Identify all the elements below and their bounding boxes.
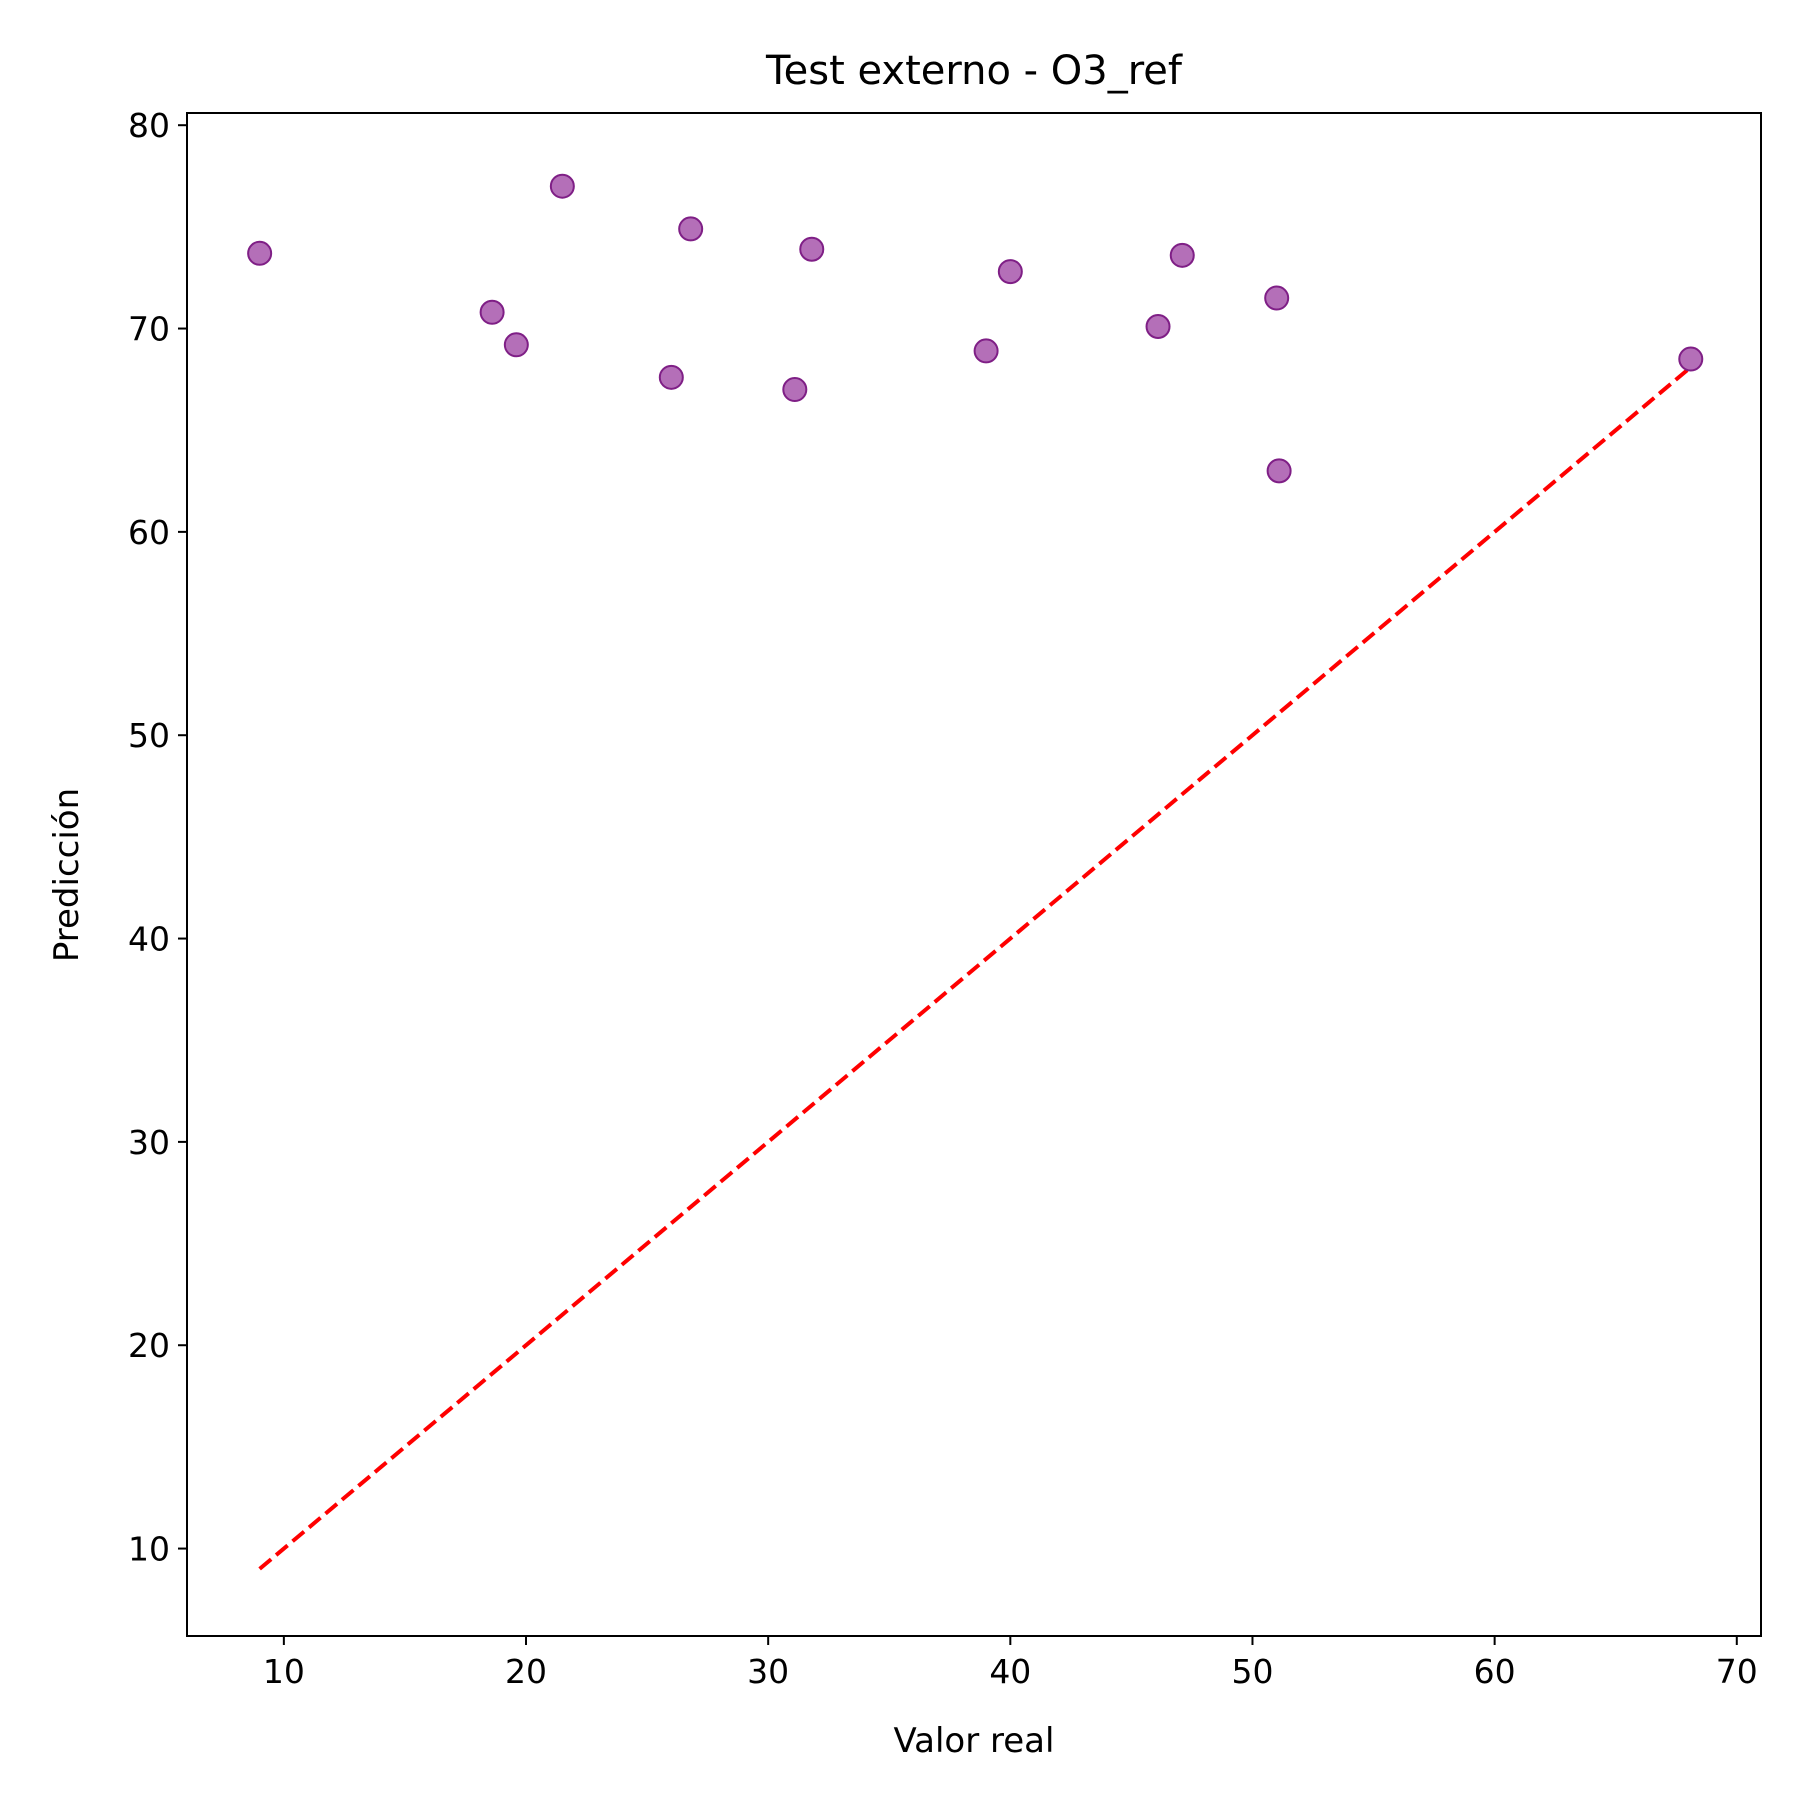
data-point bbox=[1678, 346, 1704, 372]
reference-line bbox=[258, 365, 1693, 1571]
plot-area: 10 20 30 40 50 60 70 10 20 30 40 50 60 70 80 bbox=[128, 106, 1762, 1691]
x-tick-label: 10 bbox=[263, 1652, 305, 1691]
axes-frame bbox=[186, 112, 1762, 1637]
y-tick-label: 70 bbox=[128, 310, 170, 349]
x-tick-label: 60 bbox=[1474, 1652, 1516, 1691]
y-tick-label: 50 bbox=[128, 716, 170, 755]
data-point bbox=[973, 338, 999, 364]
data-point bbox=[1266, 458, 1292, 484]
x-axis-label: Valor real bbox=[894, 1721, 1055, 1761]
x-tick-label: 40 bbox=[989, 1652, 1031, 1691]
y-tick-label: 80 bbox=[128, 106, 170, 145]
y-tick-label: 60 bbox=[128, 513, 170, 552]
data-point bbox=[549, 173, 575, 199]
data-point bbox=[799, 236, 825, 262]
data-point bbox=[997, 259, 1023, 285]
data-point bbox=[1145, 314, 1171, 340]
y-tick-label: 30 bbox=[128, 1123, 170, 1162]
data-point bbox=[678, 216, 704, 242]
data-point bbox=[247, 240, 273, 266]
x-tick-label: 70 bbox=[1716, 1652, 1758, 1691]
y-tick-label: 40 bbox=[128, 920, 170, 959]
y-axis-label: Predicción bbox=[47, 788, 87, 962]
chart-title: Test externo - O3_ref bbox=[765, 48, 1183, 94]
data-point bbox=[658, 364, 684, 390]
data-point bbox=[782, 377, 808, 403]
data-point bbox=[1264, 285, 1290, 311]
x-tick-label: 30 bbox=[747, 1652, 789, 1691]
data-point bbox=[479, 299, 505, 325]
x-tick-label: 50 bbox=[1231, 1652, 1273, 1691]
y-tick-label: 10 bbox=[128, 1530, 170, 1569]
data-point bbox=[1169, 242, 1195, 268]
y-tick-label: 20 bbox=[128, 1326, 170, 1365]
x-tick-label: 20 bbox=[505, 1652, 547, 1691]
data-point bbox=[503, 332, 529, 358]
